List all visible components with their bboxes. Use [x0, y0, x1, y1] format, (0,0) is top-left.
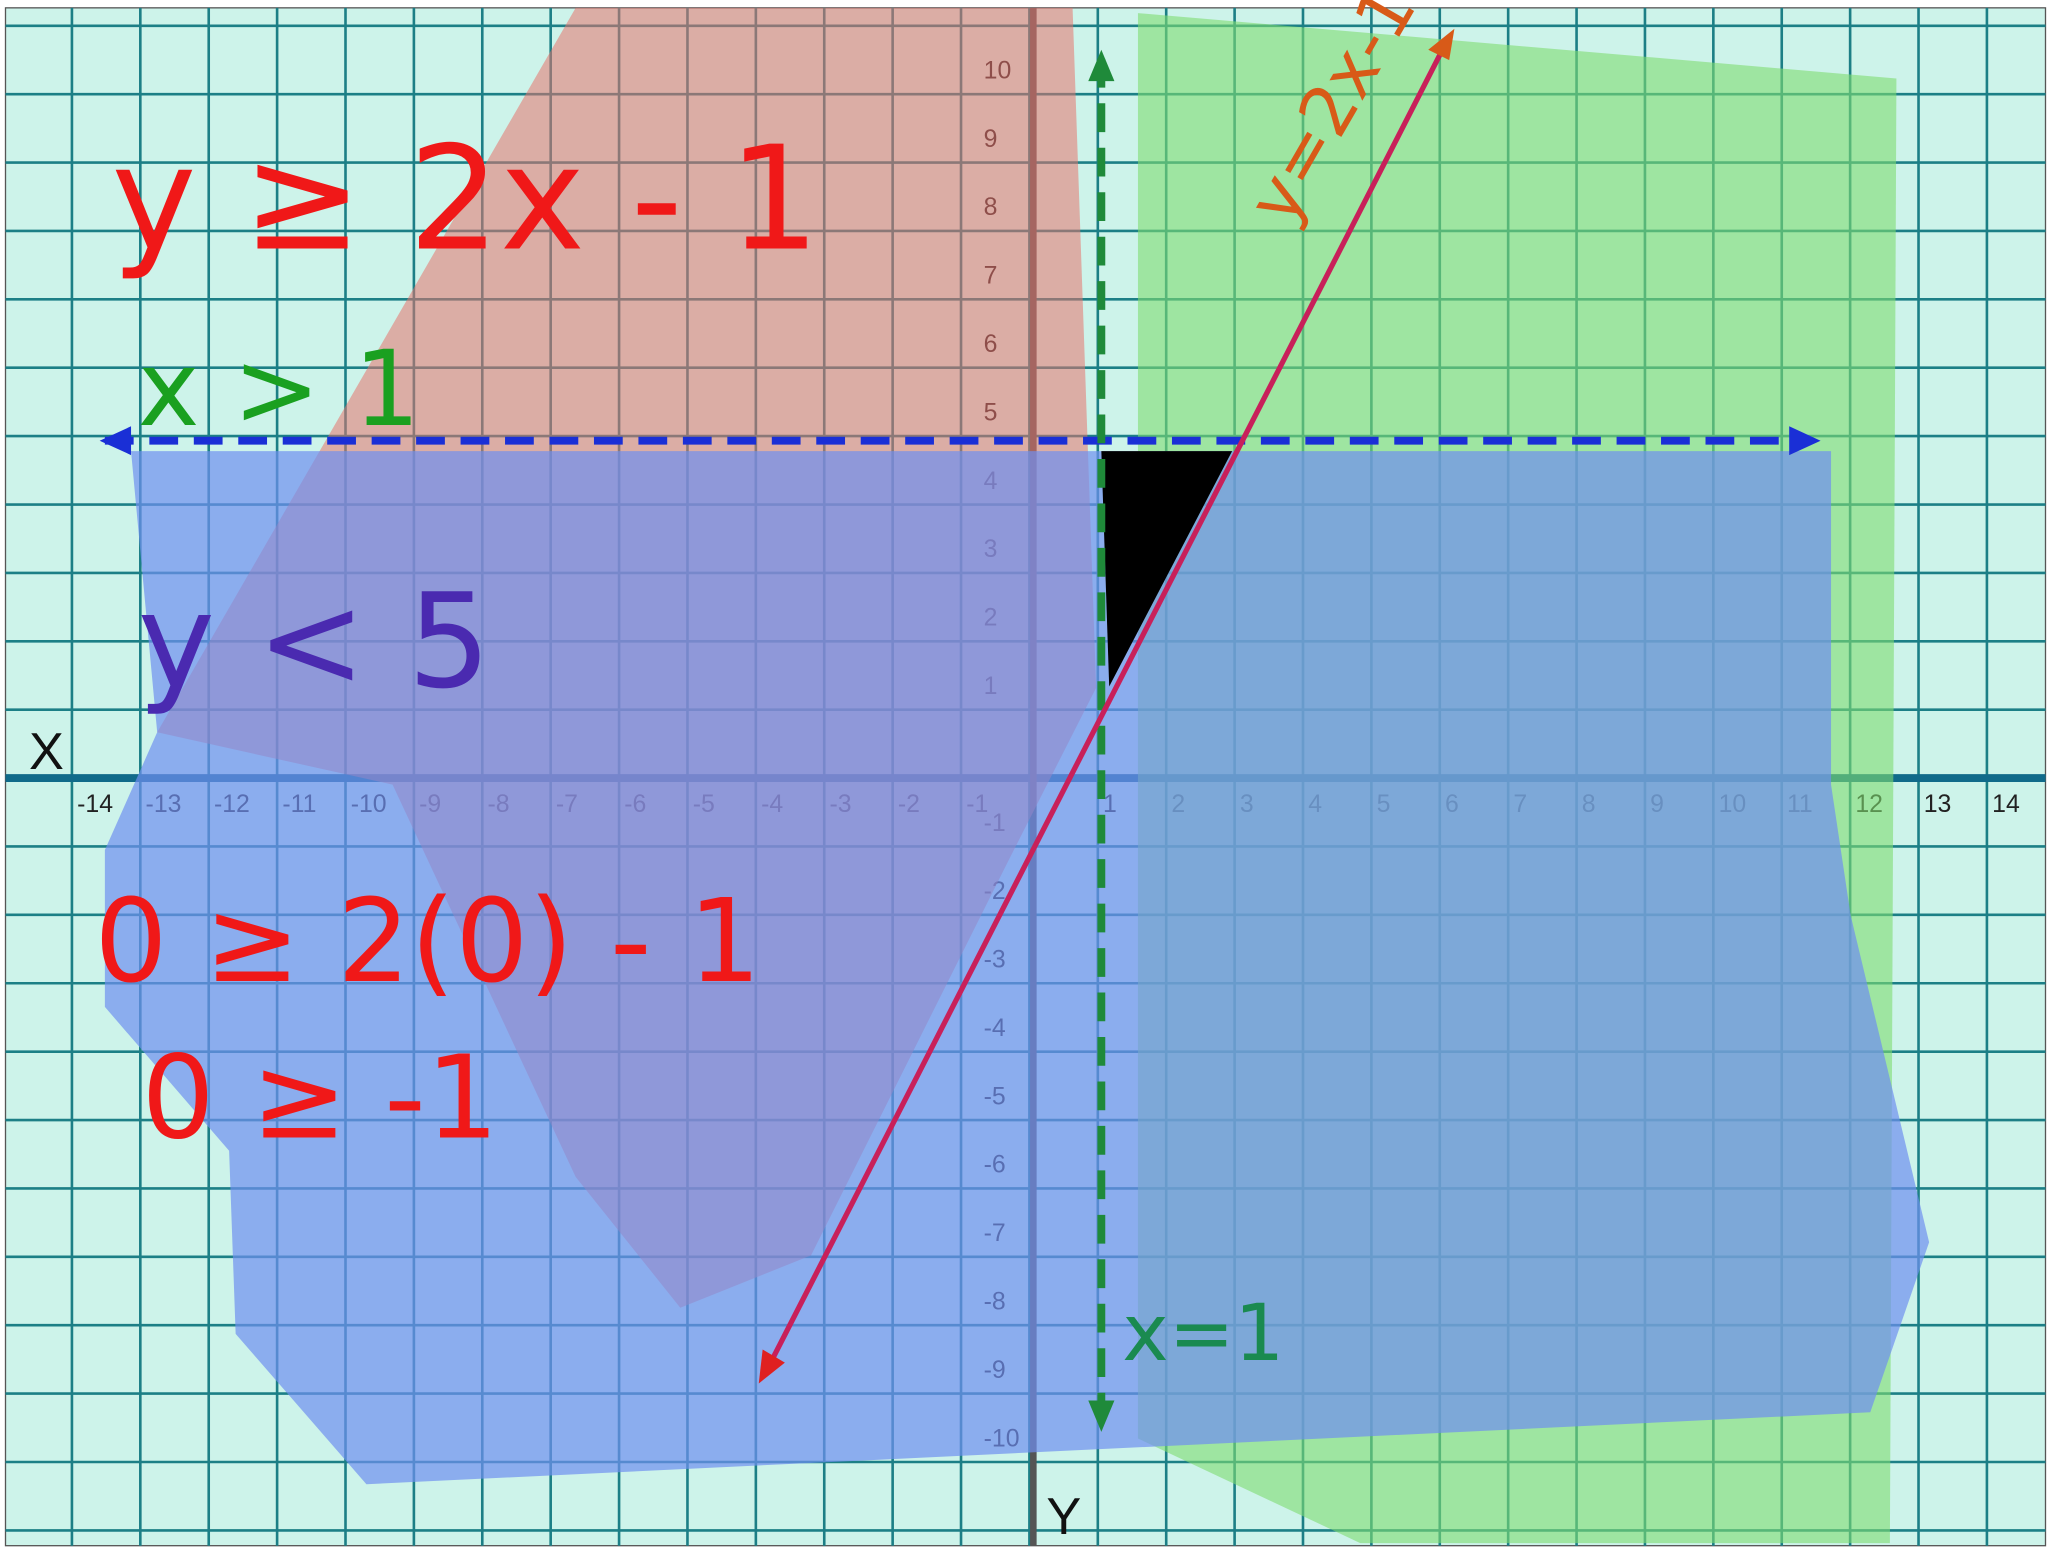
arrowhead	[99, 426, 132, 456]
solution-region	[1101, 451, 1233, 687]
arrowhead	[1088, 1400, 1115, 1432]
shading	[104, 7, 1930, 1544]
x-axis-label: X	[29, 723, 64, 781]
blue-shading	[104, 451, 1930, 1485]
annotation: y < 5	[138, 566, 491, 718]
arrowhead	[758, 1349, 785, 1384]
x-tick-label: -14	[77, 791, 113, 818]
annotations: y ≥ 2x - 1 x > 1 y < 5 0 ≥ 2(0) - 1 0 ≥ …	[94, 0, 1432, 1379]
y-axis-label: Y	[1046, 1488, 1081, 1546]
arrowhead	[1428, 28, 1455, 61]
annotation: x=1	[1122, 1287, 1284, 1379]
annotation: 0 ≥ -1	[142, 1032, 500, 1166]
annotation: x > 1	[138, 328, 421, 450]
line-y-2x-1	[762, 35, 1452, 1375]
annotation: 0 ≥ 2(0) - 1	[94, 875, 761, 1009]
boundary-lines	[99, 28, 1821, 1432]
arrowhead	[1789, 426, 1821, 456]
x-tick-label: 13	[1924, 791, 1952, 818]
arrowhead	[1088, 49, 1115, 82]
x-tick-label: 14	[1992, 791, 2020, 818]
annotation: y ≥ 2x - 1	[111, 114, 820, 282]
